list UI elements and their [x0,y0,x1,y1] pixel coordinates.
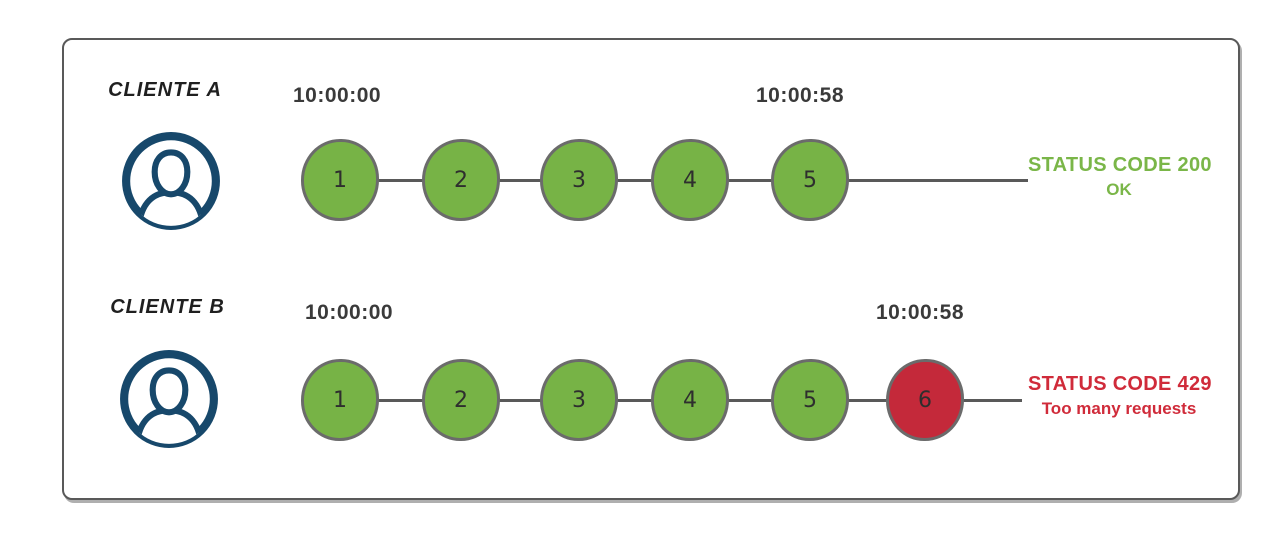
request-circle: 1 [301,139,379,221]
request-circle: 4 [651,139,729,221]
status-code-b: STATUS CODE 429 [1028,373,1212,395]
timestamp-end-a: 10:00:58 [755,84,845,107]
client-a-label: CLIENTE A [108,79,222,101]
request-circle: 2 [422,359,500,441]
status-block-a: STATUS CODE 200 OK [1028,153,1212,200]
request-circle: 5 [771,359,849,441]
request-circle: 3 [540,139,618,221]
user-avatar-icon [120,350,218,448]
status-block-b: STATUS CODE 429 Too many requests [1028,372,1212,419]
request-circle: 3 [540,359,618,441]
request-circle: 1 [301,359,379,441]
request-circle: 2 [422,139,500,221]
request-circle: 4 [651,359,729,441]
timestamp-start-b: 10:00:00 [305,301,394,324]
request-circle: 5 [771,139,849,221]
diagram-frame [62,38,1240,500]
timestamp-start-a: 10:00:00 [293,84,382,107]
request-circle-blocked: 6 [886,359,964,441]
status-message-a: OK [1106,180,1132,199]
status-message-b: Too many requests [1041,399,1197,418]
user-avatar-icon [122,132,220,230]
client-b-label: CLIENTE B [110,296,225,318]
timestamp-end-b: 10:00:58 [875,301,965,324]
status-code-a: STATUS CODE 200 [1028,154,1212,176]
